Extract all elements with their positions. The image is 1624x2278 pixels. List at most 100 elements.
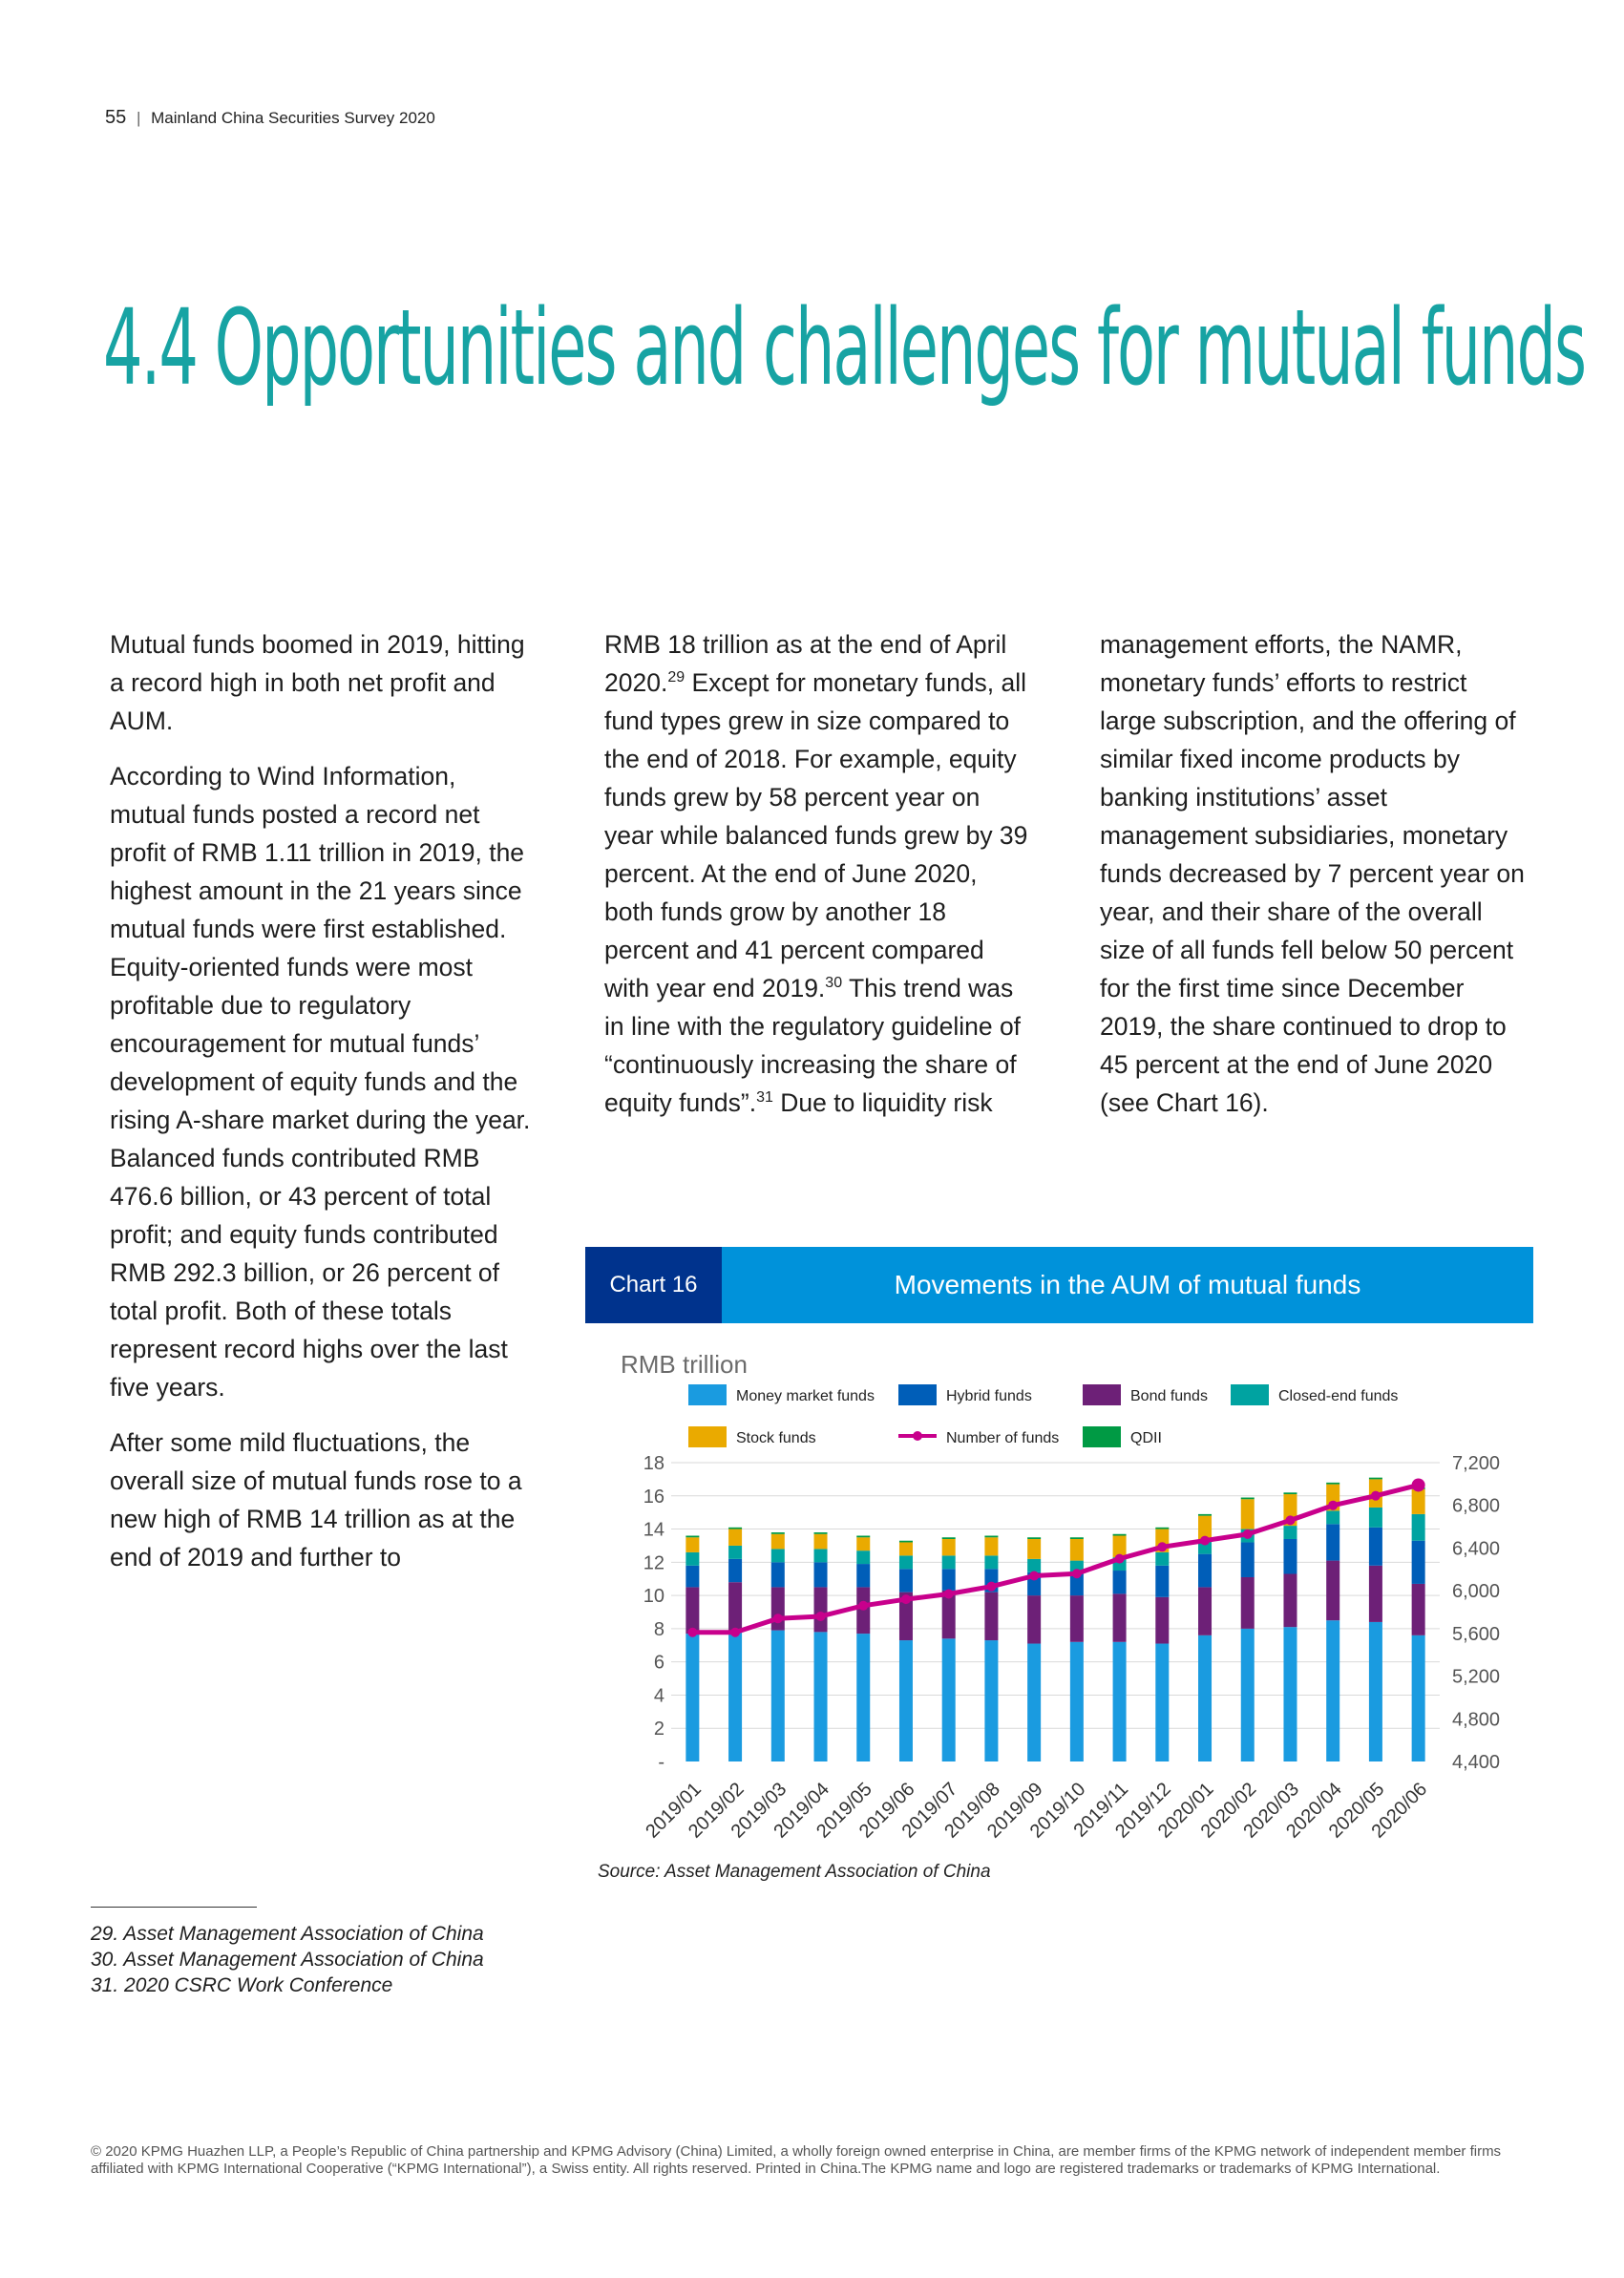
bar-segment-closed-end-funds	[728, 1545, 743, 1559]
legend-swatch	[688, 1426, 727, 1447]
chart-number: Chart 16	[585, 1247, 722, 1323]
bar-segment-bond-funds	[813, 1587, 828, 1633]
legend-swatch	[688, 1384, 727, 1405]
bar-segment-money-market-funds	[1155, 1643, 1170, 1761]
text-run: This trend was in line with the regulato…	[604, 974, 1022, 1117]
chart-unit-label: RMB trillion	[621, 1350, 748, 1379]
legend-label: Stock funds	[736, 1430, 816, 1446]
bar-segment-hybrid-funds	[1069, 1573, 1084, 1596]
bar-segment-bond-funds	[1155, 1596, 1170, 1644]
footnote-ref: 31	[756, 1089, 773, 1107]
y-left-tick-label: 10	[643, 1586, 664, 1607]
bar-segment-hybrid-funds	[813, 1562, 828, 1588]
bar-segment-stock-funds	[813, 1533, 828, 1550]
y-right-tick-label: 4,400	[1452, 1752, 1500, 1773]
line-point	[1200, 1535, 1211, 1546]
bar-segment-bond-funds	[1112, 1593, 1127, 1642]
bar-segment-qdii	[1283, 1492, 1297, 1495]
bar-segment-qdii	[1155, 1527, 1170, 1529]
copyright-footer: © 2020 KPMG Huazhen LLP, a People’s Repu…	[91, 2143, 1502, 2177]
text-column-1: Mutual funds boomed in 2019, hitting a r…	[110, 625, 535, 1593]
bar-segment-bond-funds	[685, 1587, 700, 1635]
line-point	[772, 1614, 783, 1624]
bar-segment-qdii	[1240, 1497, 1255, 1500]
bar-segment-bond-funds	[1069, 1595, 1084, 1642]
y-left-tick-label: 16	[643, 1487, 664, 1508]
bar-segment-closed-end-funds	[856, 1550, 871, 1565]
line-point	[1114, 1553, 1125, 1564]
bar-segment-closed-end-funds	[898, 1555, 913, 1570]
text-run: Except for monetary funds, all fund type…	[604, 668, 1028, 1002]
bar-segment-stock-funds	[1198, 1515, 1213, 1541]
y-left-tick-label: 18	[643, 1453, 664, 1474]
text-run: Due to liquidity risk	[772, 1088, 993, 1117]
bar-segment-money-market-funds	[1112, 1641, 1127, 1761]
bar-segment-qdii	[1112, 1533, 1127, 1536]
bar-segment-closed-end-funds	[1283, 1526, 1297, 1539]
bar-segment-closed-end-funds	[1368, 1507, 1382, 1528]
y-left-tick-label: 6	[654, 1653, 664, 1674]
bar-segment-closed-end-funds	[685, 1551, 700, 1566]
bar-segment-hybrid-funds	[1240, 1542, 1255, 1577]
bar-segment-stock-funds	[1411, 1488, 1425, 1514]
bar-segment-money-market-funds	[1069, 1641, 1084, 1761]
bar-segment-hybrid-funds	[856, 1564, 871, 1588]
line-point	[1370, 1490, 1381, 1501]
legend-label: Bond funds	[1130, 1388, 1208, 1404]
footnote-30: 30. Asset Management Association of Chin…	[91, 1949, 484, 1971]
footnote-ref: 30	[825, 975, 843, 992]
legend-label: Hybrid funds	[946, 1388, 1032, 1404]
bar-segment-money-market-funds	[941, 1638, 956, 1761]
bar-segment-hybrid-funds	[1368, 1527, 1382, 1566]
bar-segment-qdii	[984, 1535, 999, 1538]
bar-segment-stock-funds	[984, 1537, 999, 1556]
bar-segment-hybrid-funds	[1155, 1565, 1170, 1597]
aum-chart: - 2 4 6 8 10 12 14 16 18 4,400 4,800 5,200 5,600 6,000…	[642, 1384, 1500, 1843]
bar-segment-hybrid-funds	[1326, 1524, 1340, 1561]
line-point	[1029, 1571, 1040, 1581]
bar-segment-qdii	[1368, 1477, 1382, 1480]
bar-segment-qdii	[856, 1535, 871, 1538]
bar-segment-qdii	[728, 1527, 743, 1529]
bar-segment-closed-end-funds	[1411, 1513, 1425, 1541]
publication-title: Mainland China Securities Survey 2020	[151, 109, 435, 127]
bar-segment-bond-funds	[1283, 1573, 1297, 1628]
bar-segment-hybrid-funds	[1198, 1553, 1213, 1588]
line-point	[986, 1581, 997, 1592]
y-left-tick-label: 8	[654, 1619, 664, 1640]
bar-segment-stock-funds	[1240, 1499, 1255, 1529]
bar-segment-bond-funds	[1240, 1576, 1255, 1629]
footnote-ref: 29	[667, 669, 685, 686]
bar-segment-bond-funds	[1027, 1595, 1042, 1644]
footnote-29: 29. Asset Management Association of Chin…	[91, 1923, 484, 1945]
text-column-2: RMB 18 trillion as at the end of April 2…	[604, 625, 1029, 1139]
page-header: 55 | Mainland China Securities Survey 20…	[105, 107, 435, 129]
y-left-tick-label: 2	[654, 1719, 664, 1740]
paragraph: According to Wind Information, mutual fu…	[110, 762, 531, 1402]
bar-segment-qdii	[813, 1532, 828, 1534]
line-point	[687, 1627, 698, 1637]
legend-swatch	[898, 1384, 937, 1405]
line-number-of-funds	[692, 1483, 1420, 1635]
chart-header: Chart 16 Movements in the AUM of mutual …	[585, 1247, 1533, 1323]
y-right-tick-label: 6,800	[1452, 1496, 1500, 1517]
bar-segment-money-market-funds	[1411, 1635, 1425, 1761]
bar-segment-qdii	[1198, 1513, 1213, 1516]
header-separator: |	[136, 109, 141, 127]
bar-segment-money-market-funds	[770, 1630, 785, 1761]
bar-segment-stock-funds	[941, 1538, 956, 1556]
text-column-3: management efforts, the NAMR, monetary f…	[1100, 625, 1525, 1139]
bar-segment-hybrid-funds	[941, 1569, 956, 1591]
chart-title: Movements in the AUM of mutual funds	[894, 1270, 1361, 1299]
bar-segment-bond-funds	[770, 1587, 785, 1631]
bar-segment-money-market-funds	[984, 1640, 999, 1761]
bar-segment-bond-funds	[1198, 1587, 1213, 1635]
y-right-tick-label: 6,400	[1452, 1538, 1500, 1559]
bar-segment-bond-funds	[1368, 1565, 1382, 1622]
bar-segment-stock-funds	[685, 1537, 700, 1552]
line-point	[730, 1627, 741, 1637]
line-point	[943, 1589, 954, 1599]
bar-segment-qdii	[1069, 1537, 1084, 1539]
bar-segment-bond-funds	[1411, 1583, 1425, 1635]
legend-swatch	[1083, 1426, 1121, 1447]
